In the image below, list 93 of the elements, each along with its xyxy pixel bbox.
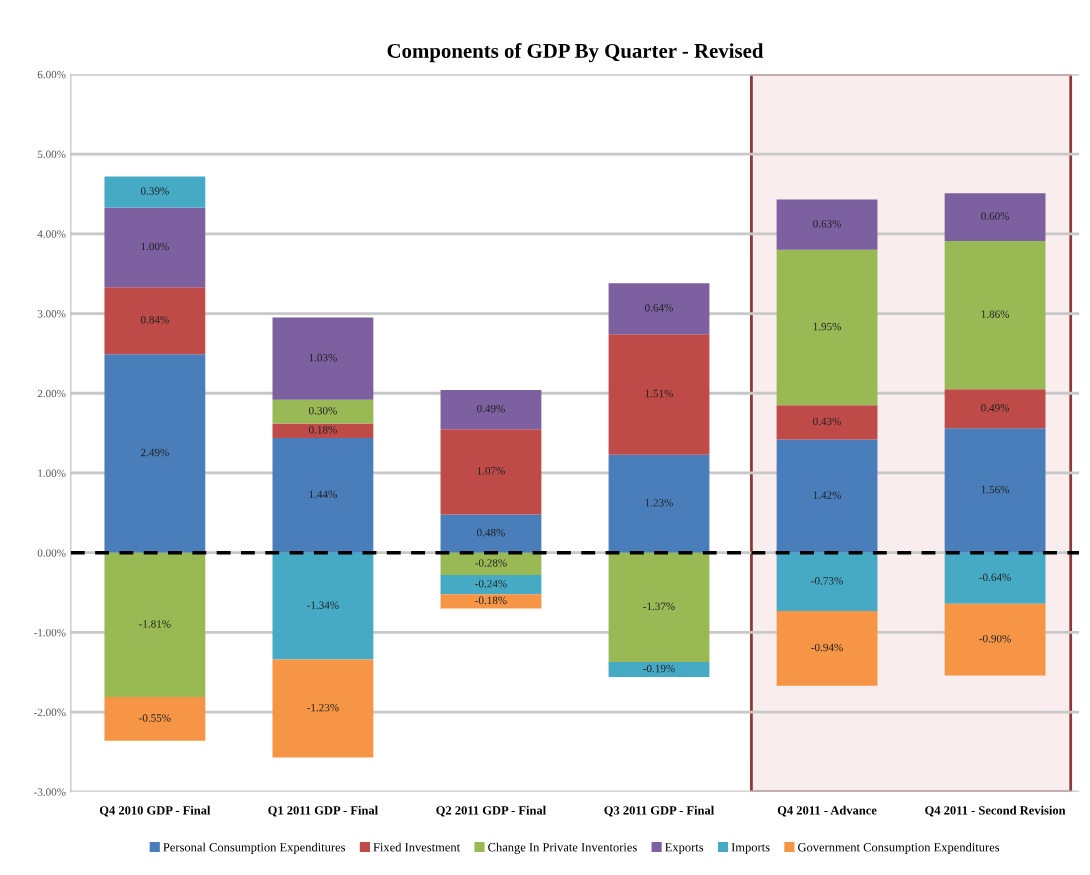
data-label: -0.18% [475,596,507,605]
bar [272,399,374,424]
bar [776,249,878,406]
bar [440,429,542,515]
data-label: 1.44% [309,490,337,499]
data-label: -1.34% [307,601,339,609]
data-label: -0.19% [643,664,675,673]
data-label: 1.51% [645,389,673,398]
bar [944,389,1046,429]
bar [608,661,710,678]
y-tick-label: 5.00% [37,150,66,159]
bar [272,423,374,438]
legend-label: Change In Private Inventories [488,842,637,855]
bar [944,240,1046,390]
bar [104,207,206,288]
data-label: 0.60% [981,212,1010,220]
bar [440,552,542,576]
bar [944,193,1046,241]
data-label: 0.43% [813,417,842,426]
bar [608,552,710,662]
x-tick-label: Q1 2011 GDP - Final [268,805,378,817]
legend-label: Fixed Investment [373,842,461,852]
y-tick-label: 0.00% [37,549,66,557]
data-label: 0.84% [140,316,169,324]
data-label: 0.63% [813,219,842,228]
data-label: 0.64% [645,304,673,312]
bar [944,428,1046,553]
bar [944,603,1046,676]
data-label: -0.28% [475,559,507,567]
y-tick-label: -3.00% [34,788,66,796]
data-label: -0.64% [979,573,1011,582]
data-label: 1.00% [141,242,169,251]
data-label: 1.03% [309,353,337,362]
data-label: 1.56% [981,485,1010,494]
data-label: 0.39% [140,187,169,195]
data-label: 0.30% [308,406,337,415]
data-label: 1.95% [813,322,842,331]
data-label: -1.23% [307,703,339,712]
bar [104,552,206,698]
data-label: 1.86% [981,310,1010,318]
x-tick-label: Q2 2011 GDP - Final [436,805,546,817]
x-tick-label: Q4 2011 - Advance [777,805,877,817]
bar [104,287,206,355]
data-label: 0.18% [308,426,337,434]
legend-label: Imports [731,843,770,854]
legend-label: Exports [665,843,704,854]
bar [608,454,710,553]
y-tick-label: 6.00% [37,70,66,79]
bar [440,390,542,430]
legend-label: Personal Consumption Expenditures [163,842,346,854]
bar [776,439,878,553]
x-tick-label: Q4 2010 GDP - Final [99,805,211,817]
y-tick-label: 4.00% [37,230,66,238]
data-label: 1.42% [813,491,842,499]
legend-label: Government Consumption Expenditures [798,842,1000,854]
data-label: 1.23% [645,498,673,507]
chart-title: Components of GDP By Quarter - Revised [387,43,764,63]
data-label: -0.55% [139,714,171,722]
data-label: -0.94% [811,643,843,652]
bar [272,437,374,553]
bar [776,405,878,440]
bar [440,575,542,595]
bar [944,552,1046,604]
data-label: 0.49% [477,404,505,413]
data-label: -1.37% [643,602,675,611]
data-label: -0.73% [811,577,843,585]
bar [104,697,206,741]
data-label: -0.90% [979,634,1011,643]
data-label: 2.49% [141,448,169,457]
bar [440,594,542,609]
y-tick-label: -1.00% [34,628,66,637]
x-tick-label: Q3 2011 GDP - Final [604,805,714,817]
bar [272,317,374,400]
y-tick-label: 3.00% [37,310,66,318]
bar [104,176,206,208]
bar [440,514,542,553]
data-label: 0.48% [477,528,505,537]
bar [608,334,710,455]
bar [776,552,878,611]
bar [776,610,878,686]
bar [272,659,374,758]
data-label: -1.81% [139,620,171,628]
y-tick-label: 2.00% [37,389,66,398]
data-label: 0.49% [981,404,1010,412]
data-label: 1.07% [477,467,505,475]
data-label: -0.24% [475,579,507,588]
y-tick-label: 1.00% [38,469,66,477]
bar [776,199,878,250]
y-tick-label: -2.00% [34,708,66,717]
bar [272,552,374,660]
bar [608,283,710,335]
bar [104,354,206,553]
x-tick-label: Q4 2011 - Second Revision [925,805,1066,817]
